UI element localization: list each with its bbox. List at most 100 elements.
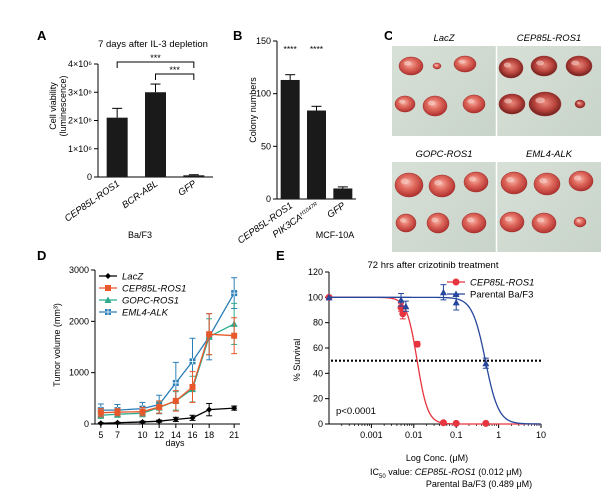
- data-point: [399, 310, 407, 318]
- panel-a-ylabel-line2: (luminescence): [58, 75, 68, 136]
- x-tick-label: 16: [187, 430, 197, 440]
- photo-label-box: [392, 30, 496, 46]
- x-tick-label: 0.001: [360, 430, 383, 440]
- legend-marker: [104, 296, 112, 303]
- data-point: [156, 418, 163, 425]
- data-point-cross: [189, 358, 196, 365]
- significance-bracket: [155, 73, 195, 80]
- tumor-highlight: [576, 219, 580, 222]
- category-label: CEP85L-ROS1: [63, 178, 122, 224]
- tumor-highlight: [400, 178, 409, 185]
- tumor-highlight: [504, 216, 512, 222]
- tumor-highlight: [399, 99, 405, 104]
- tumor: [530, 55, 558, 77]
- tumor: [394, 95, 416, 113]
- data-point: [206, 406, 213, 413]
- legend-label: CEP85L-ROS1: [122, 284, 186, 295]
- data-point: [402, 302, 410, 310]
- bar: [333, 188, 353, 199]
- y-tick-label: 2000: [69, 316, 89, 326]
- x-tick-label: 0.1: [450, 430, 463, 440]
- x-tick-label: 12: [154, 430, 164, 440]
- category-label: GFP: [176, 178, 199, 199]
- category-label: BCR-ABL: [120, 178, 160, 211]
- data-point: [482, 359, 490, 367]
- tumor-highlight: [468, 176, 476, 182]
- data-point: [172, 397, 179, 404]
- tumor: [422, 95, 448, 117]
- panel-a-title: 7 days after IL-3 depletion: [98, 39, 208, 50]
- series: [325, 284, 541, 425]
- tumor-highlight: [427, 100, 435, 106]
- data-point: [156, 404, 163, 411]
- bar: [183, 175, 205, 177]
- tumor-photo: GOPC-ROS1: [392, 146, 496, 252]
- photo-label: CEP85L-ROS1: [517, 33, 581, 44]
- category-label-text: GFP: [176, 178, 199, 199]
- tumor-highlight: [434, 179, 442, 186]
- data-point: [189, 384, 196, 391]
- y-tick-label: 0: [318, 419, 323, 429]
- x-tick-label: 5: [98, 430, 103, 440]
- tumor: [573, 216, 587, 228]
- y-tick-label: 40: [313, 368, 323, 378]
- tumor-photo: EML4-ALK: [497, 146, 601, 252]
- data-point: [114, 409, 121, 416]
- y-tick-label: 150: [256, 36, 271, 46]
- panel-c-photo-grid: LacZ CEP85L-ROS1 GOPC-ROS1 EML4-ALK: [392, 30, 601, 252]
- y-tick-label: 1000: [69, 368, 89, 378]
- data-point: [172, 416, 179, 423]
- legend-marker: [105, 285, 111, 291]
- x-tick-label: 1: [496, 430, 501, 440]
- tumor: [498, 57, 524, 79]
- tumor-highlight: [535, 97, 545, 104]
- significance-label: ****: [310, 44, 324, 54]
- y-tick-label: 4×10⁶: [68, 59, 92, 69]
- tumor: [426, 212, 450, 234]
- category-label-text: GFP: [325, 200, 348, 221]
- y-tick-label: 3×10⁶: [68, 87, 92, 97]
- y-tick-label: 3000: [69, 265, 89, 275]
- photo-label-box: [497, 30, 601, 46]
- data-point: [482, 419, 490, 427]
- tumor: [574, 99, 586, 109]
- panel-a-ylabel-line1: Cell viability: [48, 82, 58, 130]
- photo-label-box: [392, 146, 496, 162]
- tumor: [432, 62, 442, 70]
- category-label-text: BCR-ABL: [120, 178, 160, 211]
- tumor: [395, 213, 417, 233]
- tumor-photo: LacZ: [392, 30, 496, 136]
- series: [97, 313, 238, 418]
- tumor-highlight: [539, 177, 547, 184]
- tumor-highlight: [403, 61, 411, 66]
- y-tick-label: 80: [313, 318, 323, 328]
- tumor: [398, 56, 424, 76]
- photo-label: LacZ: [433, 33, 455, 44]
- panel-e-ic50-line2: Parental Ba/F3 (0.489 μM): [426, 479, 532, 489]
- category-label: GFP: [325, 200, 348, 221]
- panel-b-xlabel: MCF-10A: [316, 230, 355, 240]
- data-point-cross: [231, 290, 238, 297]
- category-superscript: H1047R: [299, 201, 319, 218]
- y-tick-label: 0: [84, 419, 89, 429]
- panel-b: B Colony numbers 050100150CEP85L-ROS1PIK…: [233, 28, 356, 246]
- tumor: [461, 212, 487, 234]
- y-tick-label: 2×10⁶: [68, 116, 92, 126]
- data-point: [206, 331, 213, 338]
- tumor: [533, 172, 561, 196]
- data-point: [189, 414, 196, 421]
- x-tick-label: 7: [115, 430, 120, 440]
- tumor: [498, 93, 526, 115]
- tumor: [394, 172, 424, 198]
- panel-c: C LacZ CEP85L-ROS1 GOPC-ROS1 EML4-ALK: [384, 28, 601, 252]
- tumor: [499, 211, 525, 233]
- tumor-highlight: [466, 217, 474, 223]
- p-value-annotation: p<0.0001: [336, 406, 376, 417]
- y-tick-label: 50: [261, 141, 271, 151]
- legend-marker: [105, 273, 111, 279]
- tumor-highlight: [577, 101, 580, 104]
- data-point: [413, 340, 421, 348]
- tumor: [428, 174, 456, 198]
- bar: [145, 92, 166, 177]
